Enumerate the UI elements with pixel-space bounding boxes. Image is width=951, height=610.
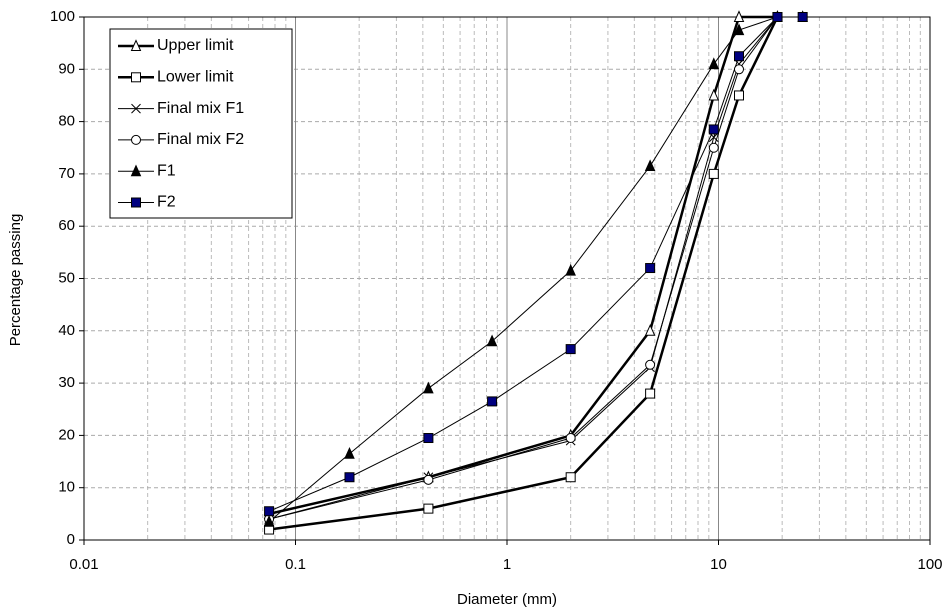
x-tick-label: 0.01 <box>69 556 98 573</box>
legend-label: Lower limit <box>157 69 234 86</box>
x-tick-label: 100 <box>917 556 942 573</box>
marker <box>708 57 720 70</box>
marker <box>733 51 744 62</box>
x-tick-label: 1 <box>503 556 511 573</box>
marker <box>423 381 434 394</box>
y-tick-label: 0 <box>67 531 75 548</box>
legend-label: F2 <box>157 194 176 211</box>
marker <box>487 396 498 407</box>
legend-label: F1 <box>157 162 176 179</box>
y-tick-label: 80 <box>58 113 75 130</box>
y-tick-label: 60 <box>58 217 75 234</box>
marker <box>486 334 498 347</box>
y-tick-label: 90 <box>58 60 75 77</box>
series-line <box>268 15 778 516</box>
x-axis-label: Diameter (mm) <box>457 591 557 608</box>
marker <box>423 474 434 485</box>
y-tick-label: 70 <box>58 165 75 182</box>
marker <box>565 472 576 483</box>
y-tick-label: 40 <box>58 322 75 339</box>
legend-marker <box>131 103 141 114</box>
marker <box>797 12 808 22</box>
marker <box>645 388 656 399</box>
marker <box>344 472 355 483</box>
marker <box>263 514 275 527</box>
legend-label: Final mix F2 <box>157 131 244 148</box>
marker <box>645 359 656 370</box>
marker <box>708 142 719 153</box>
series-line <box>268 16 778 520</box>
y-tick-label: 10 <box>58 479 75 496</box>
marker <box>733 23 745 36</box>
x-tick-label: 10 <box>710 556 727 573</box>
marker <box>565 263 576 276</box>
legend-marker <box>131 197 141 208</box>
legend-box <box>109 28 293 219</box>
marker <box>708 88 720 101</box>
marker <box>423 433 434 444</box>
series-line <box>268 16 803 512</box>
marker <box>644 324 656 336</box>
marker <box>423 503 434 514</box>
y-tick-label: 30 <box>58 374 75 391</box>
marker <box>733 90 744 101</box>
legend-marker <box>131 134 141 145</box>
y-tick-label: 20 <box>58 426 75 443</box>
marker <box>565 344 576 355</box>
series-line <box>268 16 778 520</box>
marker <box>264 506 275 517</box>
series-line <box>268 16 803 523</box>
plot-border <box>83 16 931 541</box>
legend-label: Upper limit <box>157 37 234 54</box>
legend-label: Final mix F1 <box>157 100 244 117</box>
marker <box>644 159 656 172</box>
y-tick-label: 50 <box>58 269 75 286</box>
marker <box>344 446 355 459</box>
marker <box>772 12 783 22</box>
marker <box>565 433 576 444</box>
marker <box>733 10 745 22</box>
y-axis-label: Percentage passing <box>7 214 24 347</box>
marker <box>708 124 719 135</box>
marker <box>708 168 719 179</box>
legend-marker <box>130 164 142 177</box>
legend-marker <box>130 39 142 51</box>
y-tick-label: 100 <box>50 8 75 25</box>
legend-marker <box>131 72 141 83</box>
marker <box>645 263 656 274</box>
marker <box>733 64 744 75</box>
x-tick-label: 0.1 <box>285 556 306 573</box>
